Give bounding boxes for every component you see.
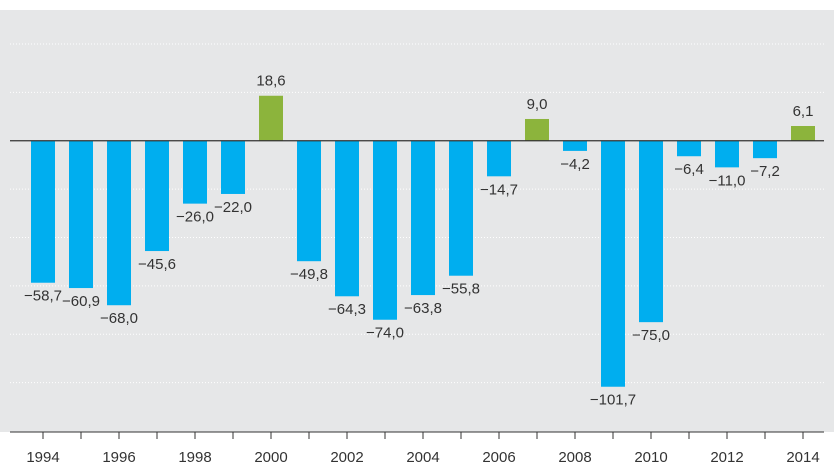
x-tick-label: 2012 [710, 449, 743, 466]
bar [221, 140, 245, 194]
bar [69, 140, 93, 289]
value-label: −6,4 [674, 161, 704, 178]
bar [677, 140, 701, 157]
bar [639, 140, 663, 323]
bar [31, 140, 55, 283]
value-label: −64,3 [328, 301, 366, 318]
x-tick-label: 2002 [330, 449, 363, 466]
bar [335, 140, 359, 297]
value-label: −49,8 [290, 266, 328, 283]
value-label: −55,8 [442, 281, 480, 298]
x-tick-label: 1994 [26, 449, 59, 466]
value-label: −26,0 [176, 209, 214, 226]
value-label: −11,0 [709, 172, 746, 189]
value-label: −60,9 [62, 293, 100, 310]
bar [411, 140, 435, 296]
bar [449, 140, 473, 276]
bar [525, 118, 549, 141]
x-tick-label: 2006 [482, 449, 515, 466]
value-label: −22,0 [214, 199, 252, 216]
value-label: −4,2 [560, 156, 590, 173]
x-tick-label: 2010 [634, 449, 667, 466]
bar [563, 140, 587, 151]
value-label: −58,7 [24, 288, 62, 305]
bar [145, 140, 169, 252]
x-tick-label: 2014 [786, 449, 819, 466]
bar [791, 125, 815, 141]
value-label: −68,0 [100, 310, 138, 327]
bar [259, 95, 283, 141]
x-tick-label: 1998 [178, 449, 211, 466]
bar [601, 140, 625, 387]
bar [753, 140, 777, 159]
bar [297, 140, 321, 262]
bar [487, 140, 511, 177]
x-tick-label: 2008 [558, 449, 591, 466]
x-tick-label: 2004 [406, 449, 439, 466]
value-label: 18,6 [256, 73, 285, 90]
value-label: −101,7 [590, 392, 636, 409]
bar [373, 140, 397, 320]
x-tick-label: 2000 [254, 449, 287, 466]
bar [183, 140, 207, 204]
value-label: 6,1 [793, 103, 814, 120]
value-label: 9,0 [527, 96, 548, 113]
value-label: −7,2 [750, 163, 780, 180]
value-label: −63,8 [404, 300, 442, 317]
value-label: −74,0 [366, 325, 404, 342]
bar [107, 140, 131, 306]
value-label: −75,0 [632, 327, 670, 344]
value-label: −45,6 [138, 256, 176, 273]
value-label: −14,7 [480, 181, 518, 198]
bar [715, 140, 739, 168]
x-tick-label: 1996 [102, 449, 135, 466]
